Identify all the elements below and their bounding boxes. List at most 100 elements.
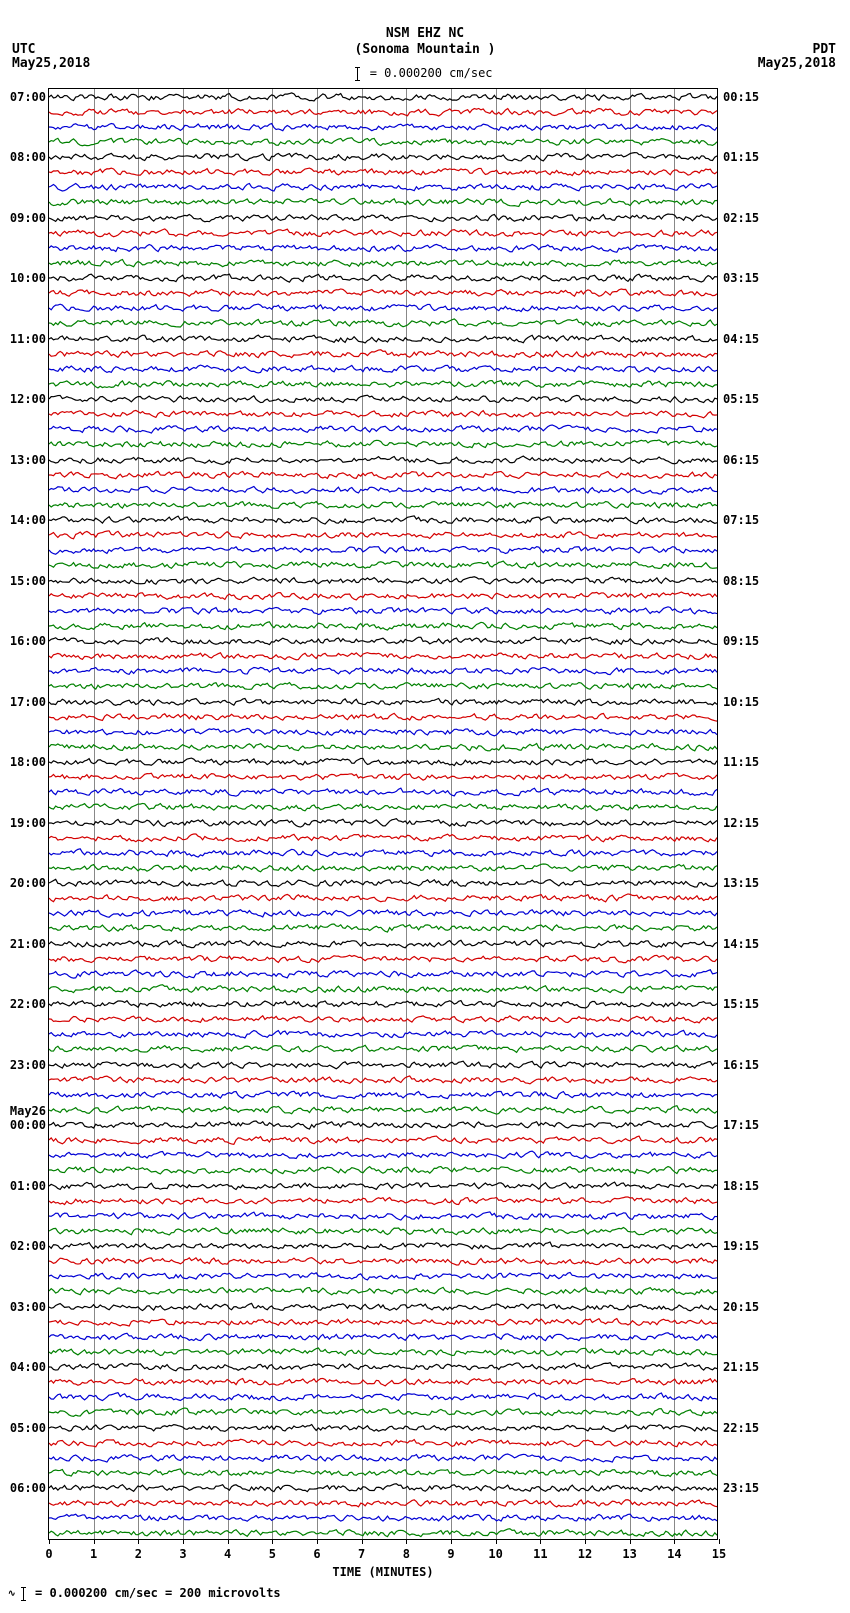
- x-tick-label: 12: [578, 1547, 592, 1561]
- trace-line: [49, 166, 717, 178]
- pdt-hour-label: 08:15: [723, 574, 759, 588]
- trace-line: [49, 302, 717, 314]
- scale-bar-icon: [357, 67, 358, 81]
- utc-hour-label: 08:00: [2, 150, 46, 164]
- x-tick: [228, 1539, 229, 1544]
- trace-line: [49, 257, 717, 269]
- trace-line: [49, 922, 717, 934]
- scale-text: = 0.000200 cm/sec: [370, 66, 493, 80]
- x-tick-label: 1: [90, 1547, 97, 1561]
- x-tick: [272, 1539, 273, 1544]
- trace-line: [49, 1391, 717, 1403]
- trace-line: [49, 1255, 717, 1267]
- x-tick-label: 13: [622, 1547, 636, 1561]
- utc-hour-label: 06:00: [2, 1481, 46, 1495]
- utc-hour-label: 20:00: [2, 876, 46, 890]
- pdt-hour-label: 05:15: [723, 392, 759, 406]
- trace-line: [49, 892, 717, 904]
- x-tick-label: 10: [488, 1547, 502, 1561]
- trace-line: [49, 1164, 717, 1176]
- utc-hour-label: 01:00: [2, 1179, 46, 1193]
- trace-line: [49, 650, 717, 662]
- trace-line: [49, 121, 717, 133]
- trace-line: [49, 1285, 717, 1297]
- trace-line: [49, 1043, 717, 1055]
- utc-hour-label: 16:00: [2, 634, 46, 648]
- trace-line: [49, 1104, 717, 1116]
- trace-line: [49, 817, 717, 829]
- trace-line: [49, 983, 717, 995]
- trace-line: [49, 242, 717, 254]
- trace-line: [49, 696, 717, 708]
- trace-line: [49, 1301, 717, 1313]
- scale-indicator: = 0.000200 cm/sec: [0, 66, 850, 81]
- utc-hour-label: 12:00: [2, 392, 46, 406]
- x-tick-label: 2: [135, 1547, 142, 1561]
- x-tick: [719, 1539, 720, 1544]
- trace-line: [49, 1119, 717, 1131]
- trace-line: [49, 1180, 717, 1192]
- pdt-date-label: May25,2018: [758, 56, 836, 71]
- trace-line: [49, 287, 717, 299]
- x-tick-label: 3: [179, 1547, 186, 1561]
- utc-hour-label: 15:00: [2, 574, 46, 588]
- trace-line: [49, 317, 717, 329]
- trace-line: [49, 1512, 717, 1524]
- trace-line: [49, 348, 717, 360]
- x-tick-label: 9: [447, 1547, 454, 1561]
- trace-line: [49, 1225, 717, 1237]
- trace-line: [49, 1316, 717, 1328]
- x-tick: [362, 1539, 363, 1544]
- pdt-hour-label: 13:15: [723, 876, 759, 890]
- footer-scale-bar-icon: [23, 1587, 24, 1601]
- trace-line: [49, 363, 717, 375]
- x-tick-label: 7: [358, 1547, 365, 1561]
- trace-line: [49, 1361, 717, 1373]
- pdt-hour-label: 16:15: [723, 1058, 759, 1072]
- x-tick-label: 0: [45, 1547, 52, 1561]
- utc-date-label: May25,2018: [12, 56, 90, 71]
- pdt-hour-label: 11:15: [723, 755, 759, 769]
- trace-line: [49, 151, 717, 163]
- trace-line: [49, 136, 717, 148]
- trace-line: [49, 635, 717, 647]
- x-tick: [406, 1539, 407, 1544]
- trace-line: [49, 756, 717, 768]
- trace-line: [49, 1149, 717, 1161]
- pdt-hour-label: 09:15: [723, 634, 759, 648]
- pdt-hour-label: 03:15: [723, 271, 759, 285]
- utc-hour-label: 18:00: [2, 755, 46, 769]
- pdt-hour-label: 06:15: [723, 453, 759, 467]
- trace-line: [49, 1452, 717, 1464]
- trace-line: [49, 665, 717, 677]
- x-tick-label: 4: [224, 1547, 231, 1561]
- x-tick: [49, 1539, 50, 1544]
- pdt-hour-label: 21:15: [723, 1360, 759, 1374]
- trace-line: [49, 832, 717, 844]
- trace-line: [49, 106, 717, 118]
- trace-line: [49, 862, 717, 874]
- trace-line: [49, 1074, 717, 1086]
- trace-line: [49, 968, 717, 980]
- trace-line: [49, 1195, 717, 1207]
- trace-line: [49, 227, 717, 239]
- trace-line: [49, 1270, 717, 1282]
- trace-line: [49, 953, 717, 965]
- trace-line: [49, 1376, 717, 1388]
- trace-line: [49, 575, 717, 587]
- x-tick-label: 5: [269, 1547, 276, 1561]
- station-title: NSM EHZ NC: [0, 26, 850, 41]
- pdt-hour-label: 04:15: [723, 332, 759, 346]
- x-tick: [451, 1539, 452, 1544]
- utc-hour-label: 03:00: [2, 1300, 46, 1314]
- pdt-hour-label: 00:15: [723, 90, 759, 104]
- utc-day-label: May26: [2, 1104, 46, 1118]
- trace-line: [49, 847, 717, 859]
- trace-line: [49, 590, 717, 602]
- utc-hour-label: 11:00: [2, 332, 46, 346]
- trace-line: [49, 680, 717, 692]
- trace-line: [49, 605, 717, 617]
- seismogram-chart: TIME (MINUTES) 0123456789101112131415: [48, 88, 718, 1540]
- utc-hour-label: 21:00: [2, 937, 46, 951]
- x-tick: [183, 1539, 184, 1544]
